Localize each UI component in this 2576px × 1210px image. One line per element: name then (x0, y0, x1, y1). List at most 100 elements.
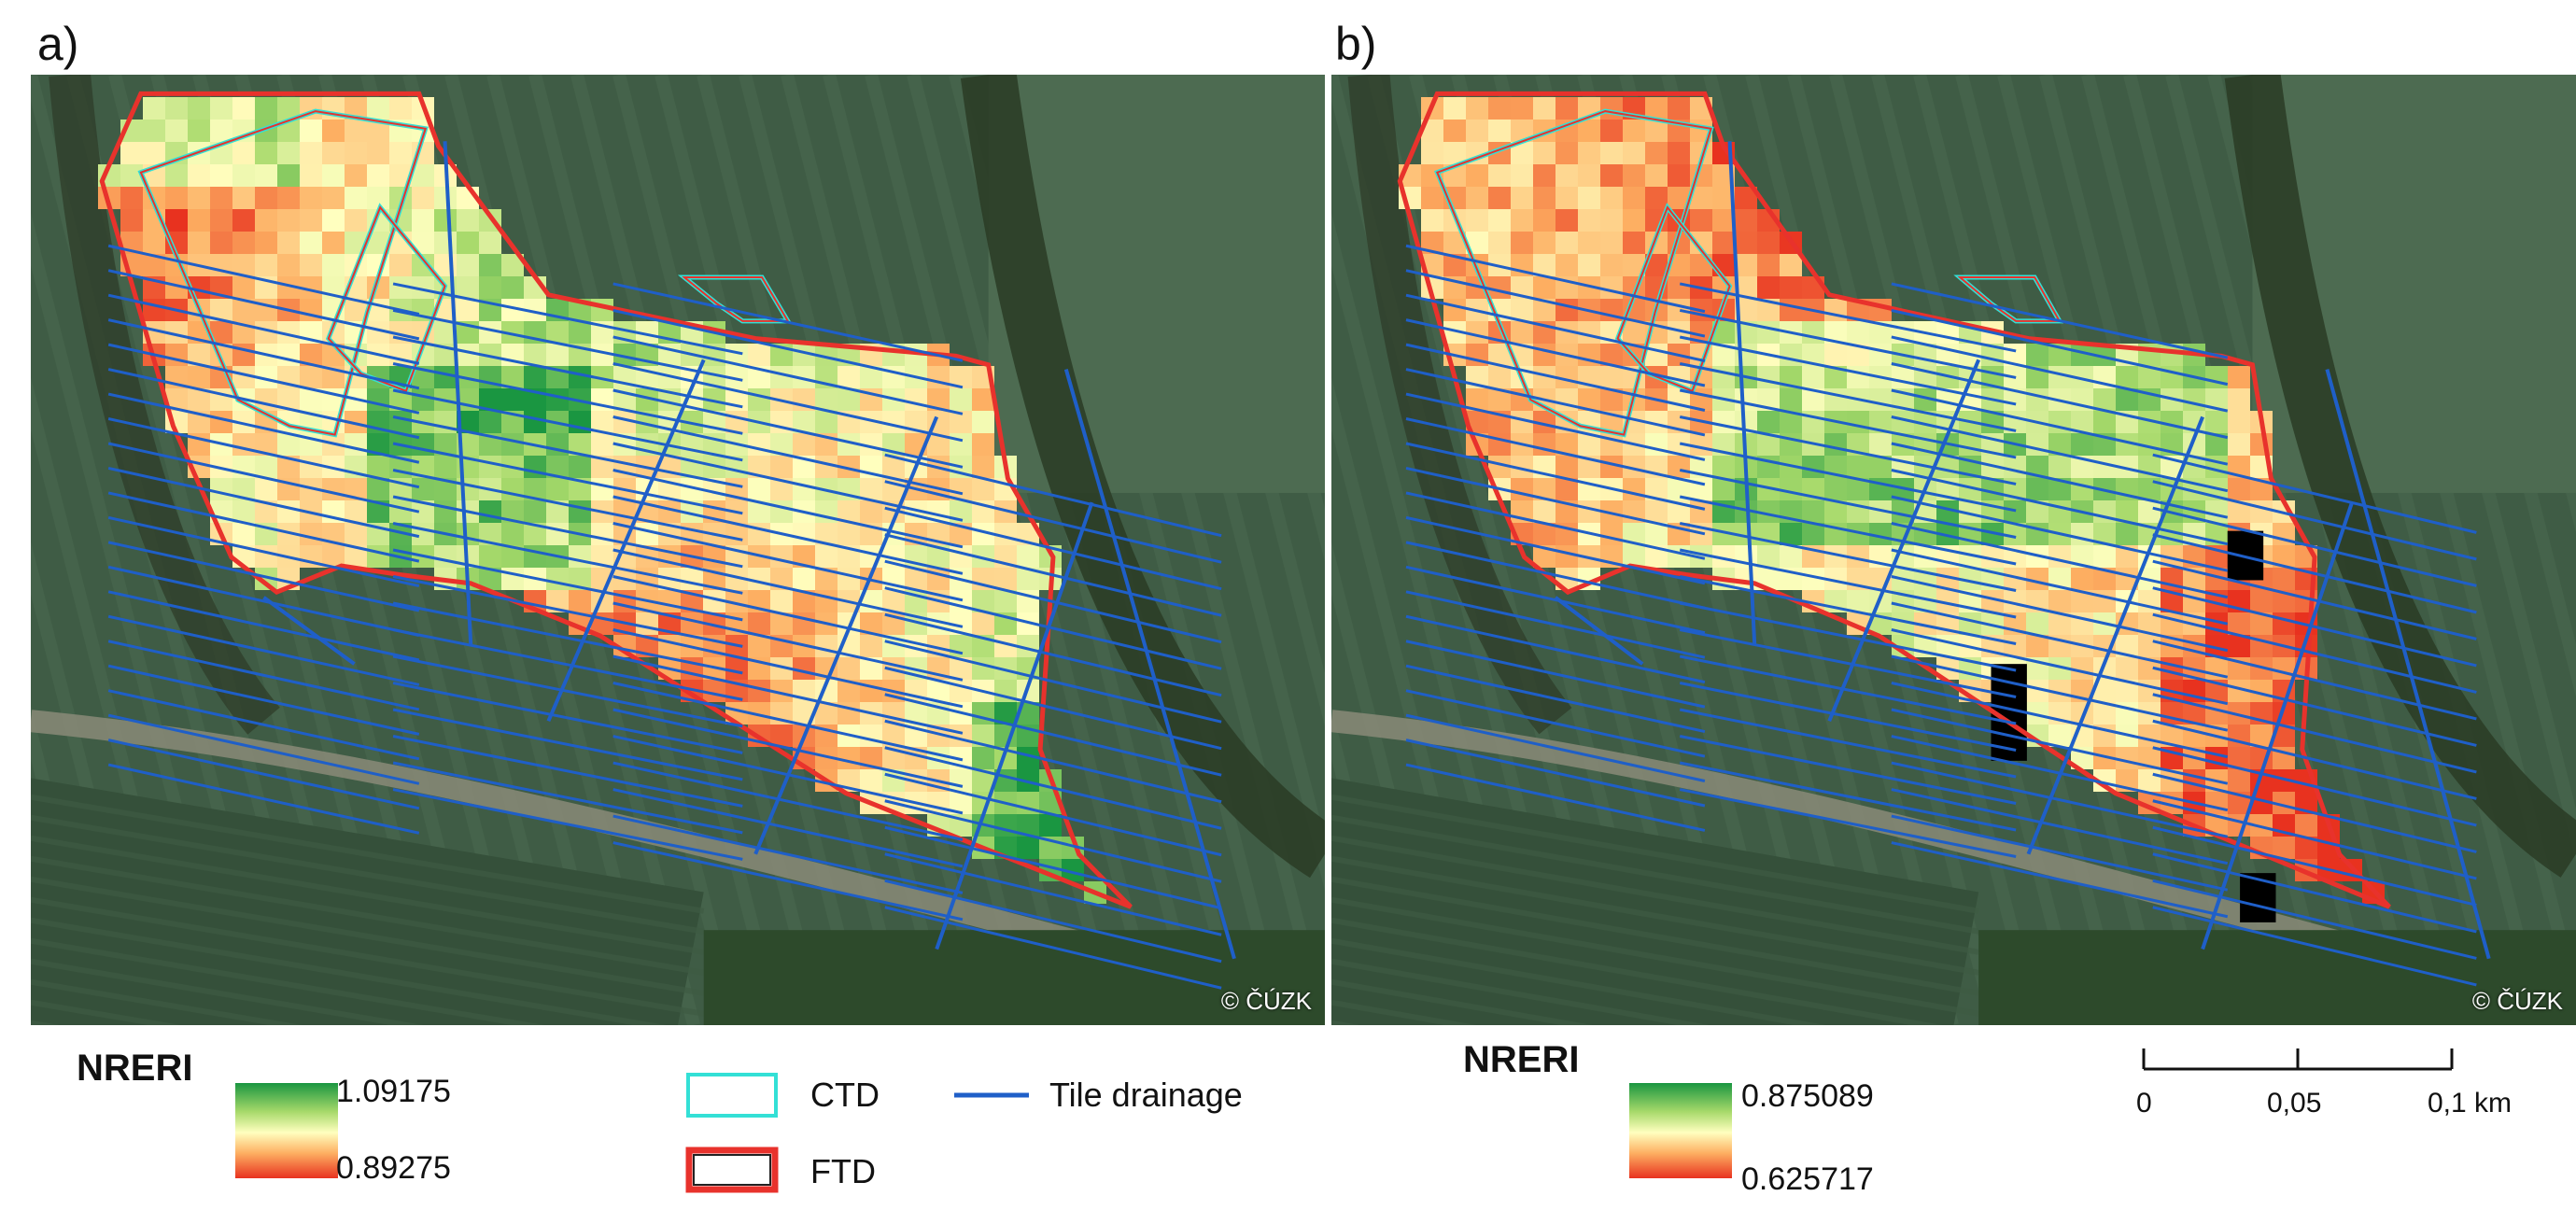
raster-cell (1600, 232, 1623, 254)
raster-cell (1600, 187, 1623, 209)
raster-cell (2183, 590, 2205, 612)
raster-cell (2116, 657, 2138, 680)
drain-lateral (107, 368, 420, 440)
raster-cell (546, 344, 569, 366)
raster-cell (1600, 276, 1623, 299)
raster-cell (412, 209, 434, 232)
drain-lateral (1891, 282, 2229, 359)
drain-lateral (392, 601, 743, 675)
drain-lateral (612, 415, 964, 496)
raster-cell (479, 232, 501, 254)
raster-cell (479, 545, 501, 568)
drain-lateral (884, 612, 1222, 697)
map-panel-a[interactable]: © ČÚZK (31, 75, 1325, 1025)
drain-lateral (1891, 841, 2229, 919)
drain-lateral (107, 590, 420, 662)
raster-cell (1488, 97, 1511, 120)
drain-lateral (1405, 713, 1706, 782)
drain-lateral (612, 335, 964, 415)
drain-lateral (2152, 693, 2477, 774)
raster-cell (2183, 769, 2205, 792)
drain-lateral (612, 388, 964, 469)
drain-lateral (392, 362, 743, 435)
raster-cell (2250, 500, 2273, 523)
raster-cell (1578, 500, 1600, 523)
drain-lateral (884, 772, 1222, 857)
drain-lateral (612, 308, 964, 389)
raster-cell (457, 232, 479, 254)
raster-cell (815, 388, 838, 411)
drain-lateral (1891, 388, 2229, 466)
raster-cell (972, 657, 994, 680)
ftd-swatch (685, 1147, 779, 1193)
ctd-swatch (686, 1073, 778, 1118)
drain-collector (546, 359, 706, 723)
ctd-inner-line (1957, 276, 2062, 322)
drain-lateral (884, 693, 1222, 777)
raster-cell (636, 523, 658, 545)
raster-cell (838, 366, 860, 388)
drain-lateral (2152, 852, 2477, 934)
raster-cell (434, 209, 457, 232)
raster-cell (345, 433, 367, 456)
raster-cell (165, 187, 188, 209)
drain-lateral (107, 343, 420, 415)
raster-cell (2071, 478, 2093, 500)
drain-lateral (107, 466, 420, 539)
raster-cell (412, 523, 434, 545)
drain-lateral (392, 522, 743, 595)
raster-cell (1578, 321, 1600, 344)
raster-cell (457, 276, 479, 299)
drain-lateral (107, 269, 420, 341)
raster-cell (1578, 142, 1600, 164)
raster-cell (2273, 612, 2295, 635)
raster-cell (389, 254, 412, 276)
raster-cell (232, 142, 255, 164)
raster-cell (1555, 545, 1578, 568)
raster-cell (210, 97, 232, 120)
raster-cell (838, 523, 860, 545)
raster-cell (1600, 523, 1623, 545)
raster-cell (1421, 142, 1443, 164)
raster-cell (1735, 568, 1757, 590)
drain-lateral (1679, 308, 2017, 379)
drain-lateral (107, 244, 420, 316)
raster-cell (2048, 456, 2071, 478)
raster-cell (1555, 299, 1578, 321)
drain-lateral (884, 559, 1222, 644)
ftd-boundary (1397, 91, 2391, 909)
raster-cell (300, 232, 322, 254)
raster-cell (2026, 433, 2048, 456)
drain-lateral (612, 575, 964, 655)
raster-cell (1623, 321, 1645, 344)
raster-cell (232, 209, 255, 232)
raster-cell (434, 187, 457, 209)
drain-lateral (2152, 453, 2477, 534)
raster-cell (2048, 725, 2071, 747)
drain-lateral (1891, 548, 2229, 626)
drain-lateral (392, 495, 743, 569)
drain-lateral (107, 442, 420, 514)
raster-cell (2205, 702, 2228, 725)
raster-cell (1802, 366, 1824, 388)
raster-cell (501, 523, 524, 545)
drain-collector (2026, 415, 2204, 855)
raster-cell (232, 523, 255, 545)
drain-lateral (1891, 415, 2229, 493)
drain-lateral (612, 628, 964, 709)
drain-lateral (884, 906, 1222, 990)
raster-cell (815, 635, 838, 657)
raster-cell (322, 254, 345, 276)
map-a-svg (31, 75, 1325, 1025)
raster-cell (838, 388, 860, 411)
raster-cell (2093, 411, 2116, 433)
raster-cell (524, 545, 546, 568)
drain-lateral (612, 522, 964, 602)
raster-cell (972, 388, 994, 411)
raster-cell (546, 321, 569, 344)
raster-cell (1824, 388, 1847, 411)
map-panel-b[interactable]: © ČÚZK (1331, 75, 2576, 1025)
raster-cell (569, 545, 591, 568)
drain-lateral (392, 654, 743, 728)
ctd-label: CTD (810, 1076, 880, 1114)
